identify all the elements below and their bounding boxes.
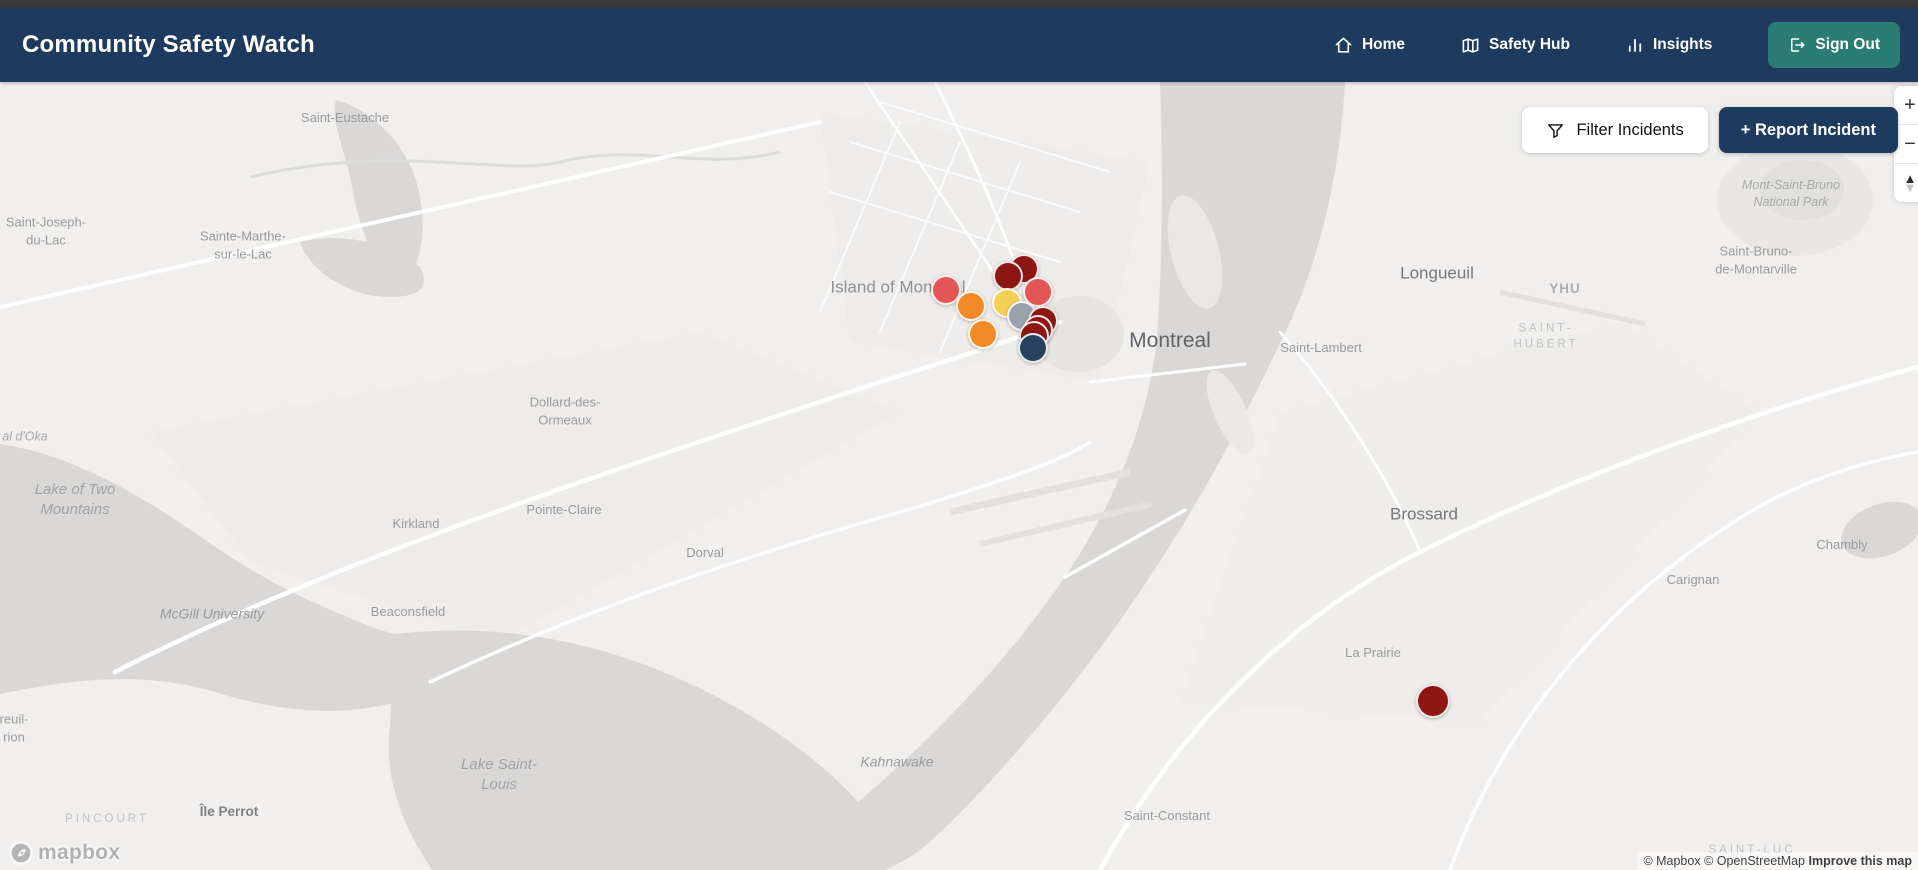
nav-item-label: Safety Hub [1489,36,1570,53]
nav-item-label: Insights [1653,36,1713,53]
app-header: Community Safety Watch Home Safety Hub I… [0,8,1918,82]
incident-marker-red[interactable] [931,275,961,305]
mapbox-attribution-link[interactable]: © Mapbox [1643,854,1701,868]
basemap-art [0,82,1918,870]
osm-attribution-link[interactable]: © OpenStreetMap [1704,854,1806,868]
incident-marker-navy[interactable] [1018,333,1048,363]
improve-map-link[interactable]: Improve this map [1808,854,1913,868]
browser-chrome-strip [0,0,1918,8]
home-icon [1335,37,1352,53]
incident-marker-dark-red[interactable] [1416,684,1450,718]
sign-out-icon [1791,38,1805,52]
compass-button[interactable]: ▲ ▼ [1894,164,1918,202]
bar-chart-icon [1628,38,1642,52]
sign-out-label: Sign Out [1815,36,1880,53]
filter-incidents-label: Filter Incidents [1576,120,1684,139]
map-toolbar: Filter Incidents + Report Incident [1522,107,1898,153]
filter-incidents-button[interactable]: Filter Incidents [1522,107,1708,153]
map-nav-control: + − ▲ ▼ [1894,86,1918,202]
report-incident-button[interactable]: + Report Incident [1718,107,1898,153]
nav-item-insights[interactable]: Insights [1626,36,1712,54]
mapbox-pin-icon [9,841,33,865]
nav-item-label: Home [1361,36,1406,53]
map-attribution: © Mapbox © OpenStreetMap Improve this ma… [1637,852,1918,870]
incident-marker-dark-red[interactable] [993,261,1023,291]
incident-marker-orange[interactable] [968,319,998,349]
sign-out-button[interactable]: Sign Out [1768,22,1900,68]
zoom-in-button[interactable]: + [1894,86,1918,124]
mapbox-logo[interactable]: mapbox [8,840,120,866]
mapbox-wordmark: mapbox [38,841,121,864]
report-incident-label: + Report Incident [1740,120,1876,139]
control-divider [1894,124,1918,125]
nav-item-home[interactable]: Home [1334,36,1405,55]
app-title: Community Safety Watch [22,31,315,58]
incident-marker-layer [0,82,1918,870]
incident-marker-orange[interactable] [956,291,986,321]
control-divider [1894,163,1918,164]
zoom-out-button[interactable]: − [1894,125,1918,163]
filter-funnel-icon [1548,123,1564,138]
nav-item-safety-hub[interactable]: Safety Hub [1461,36,1570,55]
map-icon [1462,37,1479,53]
map-canvas[interactable]: Saint-Eustache Saint-Joseph- du-Lac Sainte… [0,82,1918,870]
compass-needle-icon: ▲ ▼ [1903,171,1917,195]
header-nav: Home Safety Hub Insights Sign Out [1334,8,1900,82]
